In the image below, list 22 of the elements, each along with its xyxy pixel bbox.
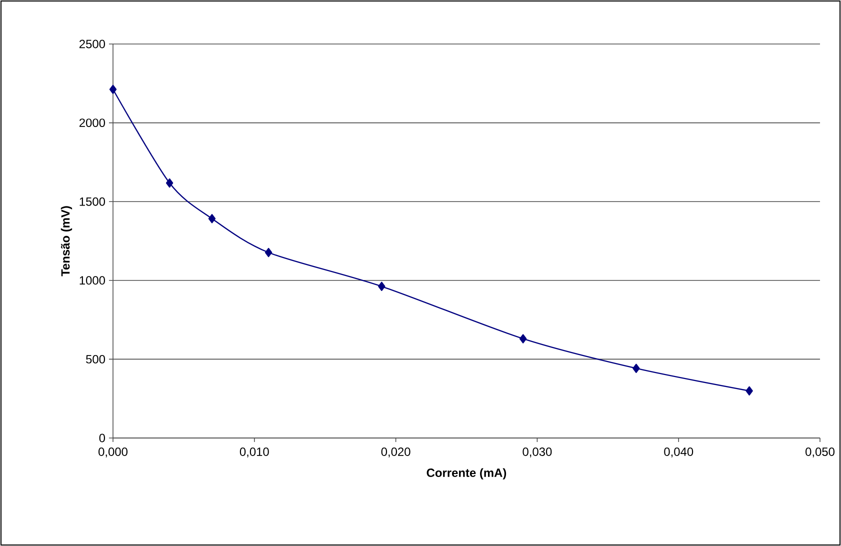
- y-tick-label: 500: [86, 354, 106, 364]
- point: [378, 282, 386, 291]
- point: [166, 178, 174, 188]
- y-tick-label: 2500: [79, 40, 106, 48]
- x-tick-label: 0,000: [98, 448, 128, 458]
- point: [264, 248, 272, 258]
- point: [109, 84, 117, 94]
- x-tick-label: 0,030: [522, 448, 552, 458]
- y-tick-label: 1000: [80, 276, 106, 285]
- point: [632, 364, 640, 373]
- point: [208, 214, 216, 224]
- x-axis-title: Corrente (mA): [426, 468, 506, 480]
- x-tick-label: 0,010: [240, 448, 269, 458]
- point: [519, 334, 527, 344]
- y-tick-label: 0: [99, 434, 106, 442]
- point: [746, 386, 753, 396]
- y-axis-title: Tensão (mV): [60, 206, 72, 276]
- x-tick-label: 0,020: [381, 448, 410, 458]
- y-tick-label: 2000: [79, 118, 106, 128]
- y-tick-label: 1500: [80, 197, 106, 206]
- x-tick-label: 0,050: [806, 448, 834, 458]
- x-tick-label: 0,040: [664, 448, 694, 458]
